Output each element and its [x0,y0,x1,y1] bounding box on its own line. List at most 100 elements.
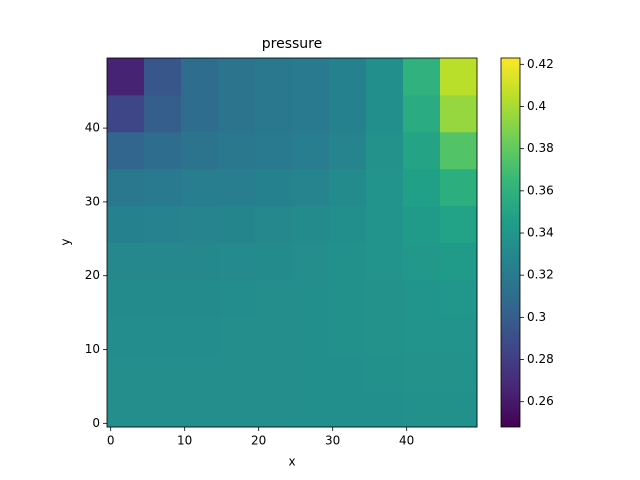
heatmap-cell [144,58,182,96]
heatmap-cell [255,242,293,280]
heatmap-cell [107,168,145,207]
heatmap-cell [107,205,145,243]
heatmap-cell [181,94,219,133]
heatmap-cell [366,390,404,428]
heatmap-cell [366,353,404,391]
heatmap-cell [440,390,478,428]
x-tick-label: 20 [251,434,266,448]
colorbar [500,57,521,428]
heatmap-cell [107,390,145,428]
heatmap-cell [329,316,367,354]
heatmap-cell [292,205,330,243]
heatmap-cell [107,58,145,96]
heatmap-cell [255,279,293,317]
y-tick-label: 20 [85,268,100,282]
heatmap-cell [255,58,293,96]
heatmap-cell [292,242,330,280]
heatmap-cell [181,131,219,170]
heatmap-cell [403,353,441,391]
heatmap-cell [255,316,293,354]
heatmap-cell [366,168,404,207]
heatmap-cell [218,316,256,354]
heatmap-cell [181,390,219,428]
heatmap-cell [329,242,367,280]
heatmap-cell [218,168,256,207]
heatmap-cell [255,390,293,428]
heatmap-cell [144,205,182,243]
heatmap-cell [107,94,145,133]
heatmap-cell [292,94,330,133]
heatmap-cell [329,205,367,243]
x-tick-label: 0 [107,434,115,448]
heatmap-cell [292,279,330,317]
heatmap-cell [107,353,145,391]
heatmap-cell [292,316,330,354]
heatmap-cell [366,94,404,133]
colorbar-tick-label: 0.3 [527,310,546,324]
heatmap-cell [366,279,404,317]
heatmap-cell [255,94,293,133]
heatmap-cell [440,353,478,391]
heatmap-cell [329,390,367,428]
heatmap-cell [181,316,219,354]
heatmap-cell [255,205,293,243]
heatmap-cell [218,94,256,133]
heatmap-cell [366,205,404,243]
heatmap-cell [218,353,256,391]
heatmap-cell [107,242,145,280]
colorbar-tick-label: 0.4 [527,99,546,113]
chart-title: pressure [262,36,322,52]
x-tick-label: 30 [325,434,340,448]
heatmap-cell [440,58,478,96]
heatmap-cell [440,205,478,243]
heatmap-cell [107,279,145,317]
y-tick-label: 10 [85,342,100,356]
heatmap-cell [292,390,330,428]
heatmap-cell [181,242,219,280]
colorbar-tick-label: 0.28 [527,352,554,366]
heatmap-cell [329,168,367,207]
heatmap-cell [292,58,330,96]
heatmap-cell [440,316,478,354]
heatmap-cell [292,353,330,391]
heatmap-cell [329,94,367,133]
heatmap-cell [218,390,256,428]
heatmap-cell [366,242,404,280]
heatmap-cell [218,131,256,170]
y-tick-label: 40 [85,121,100,135]
heatmap-cell [403,131,441,170]
heatmap-cell [144,94,182,133]
heatmap-cell [181,168,219,207]
heatmap [107,58,478,428]
heatmap-cell [181,353,219,391]
heatmap-cell [403,279,441,317]
heatmap-cell [144,353,182,391]
heatmap-cell [440,168,478,207]
heatmap-cell [255,168,293,207]
colorbar-tick-label: 0.42 [527,57,554,71]
heatmap-cell [440,131,478,170]
heatmap-cell [292,131,330,170]
y-tick-label: 30 [85,194,100,208]
heatmap-cell [329,58,367,96]
x-axis-label: x [288,455,295,469]
heatmap-cell [329,279,367,317]
colorbar-tick-label: 0.32 [527,268,554,282]
heatmap-cell [144,390,182,428]
heatmap-cell [218,279,256,317]
heatmap-cell [144,168,182,207]
heatmap-cell [329,353,367,391]
heatmap-cell [403,168,441,207]
heatmap-cell [403,205,441,243]
heatmap-cell [366,131,404,170]
heatmap-cell [218,58,256,96]
heatmap-cell [181,279,219,317]
y-axis-label: y [59,238,73,245]
x-tick-label: 10 [177,434,192,448]
heatmap-cell [440,242,478,280]
heatmap-cell [403,58,441,96]
heatmap-cell [218,205,256,243]
heatmap-cell [144,131,182,170]
heatmap-cell [440,279,478,317]
